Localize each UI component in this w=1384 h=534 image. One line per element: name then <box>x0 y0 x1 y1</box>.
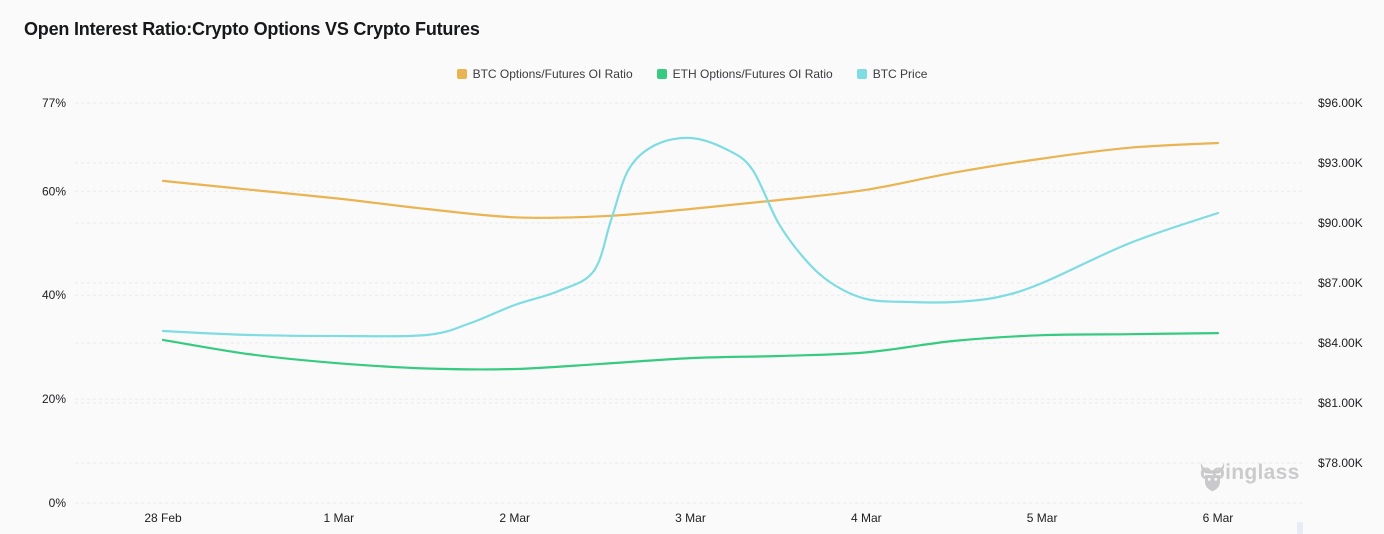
x-axis-tick: 2 Mar <box>499 511 530 525</box>
right-axis-tick: $84.00K <box>1318 336 1363 350</box>
coinglass-bull-icon <box>1200 462 1225 492</box>
series-line-btc-price <box>161 136 1220 338</box>
x-axis-tick: 4 Mar <box>851 511 882 525</box>
left-axis-tick: 0% <box>49 496 67 510</box>
x-axis-tick: 1 Mar <box>323 511 354 525</box>
legend-label-eth-ratio: ETH Options/Futures OI Ratio <box>672 67 833 81</box>
series-line-btc-ratio <box>161 141 1220 219</box>
x-axis-tick: 6 Mar <box>1203 511 1234 525</box>
gridlines <box>75 102 1303 504</box>
scrollbar-fragment <box>1297 522 1303 534</box>
x-axis-tick: 28 Feb <box>144 511 182 525</box>
watermark-label: coinglass <box>1200 461 1300 484</box>
right-axis-tick: $78.00K <box>1318 456 1363 470</box>
right-axis-tick: $87.00K <box>1318 276 1363 290</box>
coinglass-watermark: coinglass <box>1200 461 1300 492</box>
right-axis-tick: $96.00K <box>1318 96 1363 110</box>
left-axis-tick: 77% <box>42 96 66 110</box>
plot-area[interactable] <box>161 136 1220 371</box>
chart-title: Open Interest Ratio:Crypto Options VS Cr… <box>24 19 480 39</box>
left-axis-tick: 60% <box>42 184 66 198</box>
legend-swatch-btc-ratio <box>456 69 467 79</box>
legend-item-btc-ratio[interactable]: BTC Options/Futures OI Ratio <box>456 67 633 81</box>
legend-item-eth-ratio[interactable]: ETH Options/Futures OI Ratio <box>656 67 833 81</box>
legend-item-btc-price[interactable]: BTC Price <box>856 67 928 81</box>
chart-legend: BTC Options/Futures OI Ratio ETH Options/… <box>0 68 1384 80</box>
right-axis-tick: $90.00K <box>1318 216 1363 230</box>
right-axis-tick: $93.00K <box>1318 156 1363 170</box>
left-axis-tick: 40% <box>42 288 66 302</box>
right-axis-tick: $81.00K <box>1318 396 1363 410</box>
x-axis-tick: 5 Mar <box>1027 511 1058 525</box>
left-axis-tick: 20% <box>42 392 66 406</box>
x-axis-tick: 3 Mar <box>675 511 706 525</box>
series-line-eth-ratio <box>161 332 1220 371</box>
legend-label-btc-ratio: BTC Options/Futures OI Ratio <box>472 67 633 81</box>
legend-label-btc-price: BTC Price <box>872 67 928 81</box>
legend-swatch-btc-price <box>856 69 867 79</box>
legend-swatch-eth-ratio <box>656 69 667 79</box>
